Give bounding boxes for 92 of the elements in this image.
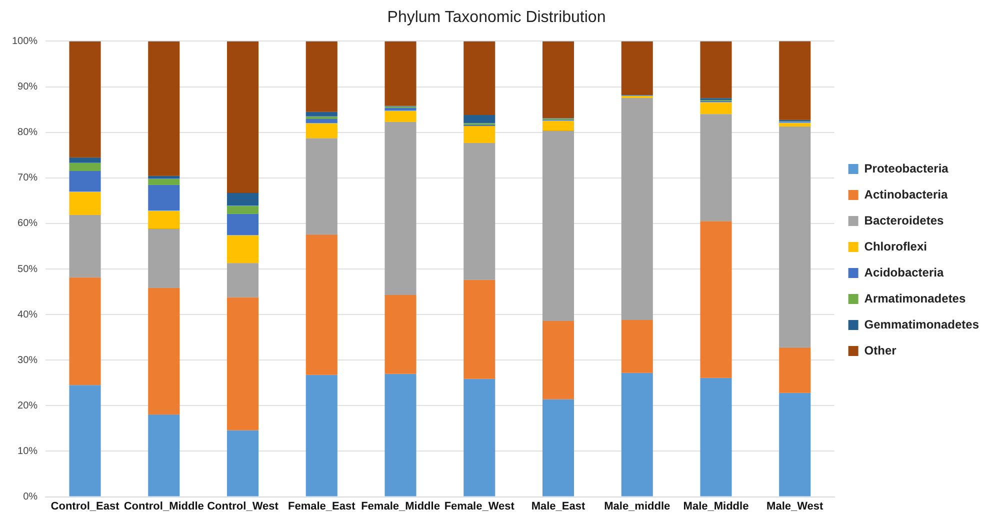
bar xyxy=(148,41,180,176)
bar xyxy=(148,228,180,288)
bar xyxy=(384,41,416,106)
x-tick-label: Female_West xyxy=(444,500,515,512)
bar xyxy=(306,234,338,375)
legend-label: Proteobacteria xyxy=(864,161,949,176)
bar xyxy=(148,178,180,185)
bar xyxy=(542,120,574,130)
bar xyxy=(700,378,732,496)
bar xyxy=(779,126,811,348)
x-tick-label: Female_East xyxy=(288,500,356,512)
y-tick-label: 0% xyxy=(23,492,38,503)
x-tick-label: Male_middle xyxy=(604,500,670,512)
legend-label: Bacteroidetes xyxy=(864,213,944,228)
bar xyxy=(226,214,259,236)
bar xyxy=(384,122,416,295)
bar xyxy=(69,277,101,386)
chart-title: Phylum Taxonomic Distribution xyxy=(387,9,606,26)
y-tick-label: 20% xyxy=(18,400,38,412)
bar xyxy=(779,347,811,393)
bar xyxy=(384,108,416,110)
bar xyxy=(226,192,259,206)
x-tick-label: Control_West xyxy=(207,500,279,512)
x-tick-label: Control_East xyxy=(50,500,120,512)
bar xyxy=(69,171,101,192)
bar xyxy=(306,41,338,112)
bar xyxy=(306,118,338,124)
bar xyxy=(542,130,574,321)
legend-label: Chloroflexi xyxy=(864,239,927,254)
legend-label: Gemmatimonadetes xyxy=(864,317,980,332)
bar xyxy=(621,41,653,95)
bar xyxy=(384,110,416,122)
legend-label: Actinobacteria xyxy=(864,187,948,202)
bar xyxy=(384,294,416,374)
bar xyxy=(148,414,180,496)
bar xyxy=(464,41,496,116)
bar xyxy=(384,374,416,496)
bar xyxy=(464,126,496,143)
x-tick-label: Female_Middle xyxy=(361,500,440,512)
bar xyxy=(69,214,101,278)
bar xyxy=(226,41,259,192)
x-tick-label: Male_West xyxy=(766,500,824,512)
bar xyxy=(69,385,101,496)
bar xyxy=(226,263,259,298)
bar xyxy=(779,392,811,496)
legend-label: Other xyxy=(864,343,897,358)
bar xyxy=(148,210,180,228)
y-tick-label: 50% xyxy=(18,264,38,275)
legend-label: Armatimonadetes xyxy=(864,291,966,306)
bar xyxy=(306,123,338,138)
bar xyxy=(464,142,496,280)
bar xyxy=(69,162,101,172)
x-tick-label: Control_Middle xyxy=(124,500,204,512)
bar xyxy=(306,112,338,116)
y-tick-label: 30% xyxy=(18,354,38,366)
bar xyxy=(621,320,653,373)
y-tick-label: 70% xyxy=(18,172,38,184)
y-tick-label: 40% xyxy=(18,309,38,320)
bar xyxy=(148,176,180,179)
bar xyxy=(700,41,732,98)
y-tick-label: 60% xyxy=(18,218,38,230)
bar xyxy=(464,115,496,124)
x-tick-label: Male_East xyxy=(531,500,586,512)
bar xyxy=(700,114,732,222)
bar xyxy=(779,122,811,126)
bar xyxy=(779,41,811,120)
bar xyxy=(69,157,101,163)
bar xyxy=(226,297,259,430)
bar xyxy=(69,41,101,158)
bar xyxy=(148,184,180,211)
bar xyxy=(621,372,653,496)
bar xyxy=(464,378,496,496)
bar xyxy=(542,399,574,496)
bar xyxy=(306,138,338,234)
bar xyxy=(148,288,180,414)
bar xyxy=(226,235,259,264)
bar xyxy=(700,221,732,378)
x-tick-label: Male_Middle xyxy=(683,500,749,512)
y-tick-label: 100% xyxy=(12,36,38,47)
bar xyxy=(69,192,101,215)
bar xyxy=(306,374,338,496)
y-tick-label: 90% xyxy=(18,82,38,93)
y-tick-label: 80% xyxy=(18,127,38,138)
y-tick-label: 10% xyxy=(18,446,38,457)
bar xyxy=(700,102,732,114)
bar xyxy=(542,41,574,118)
bar xyxy=(226,206,259,214)
bar xyxy=(464,280,496,379)
legend-label: Acidobacteria xyxy=(864,265,944,280)
bar xyxy=(621,98,653,320)
bar xyxy=(542,320,574,400)
bar xyxy=(226,430,259,496)
